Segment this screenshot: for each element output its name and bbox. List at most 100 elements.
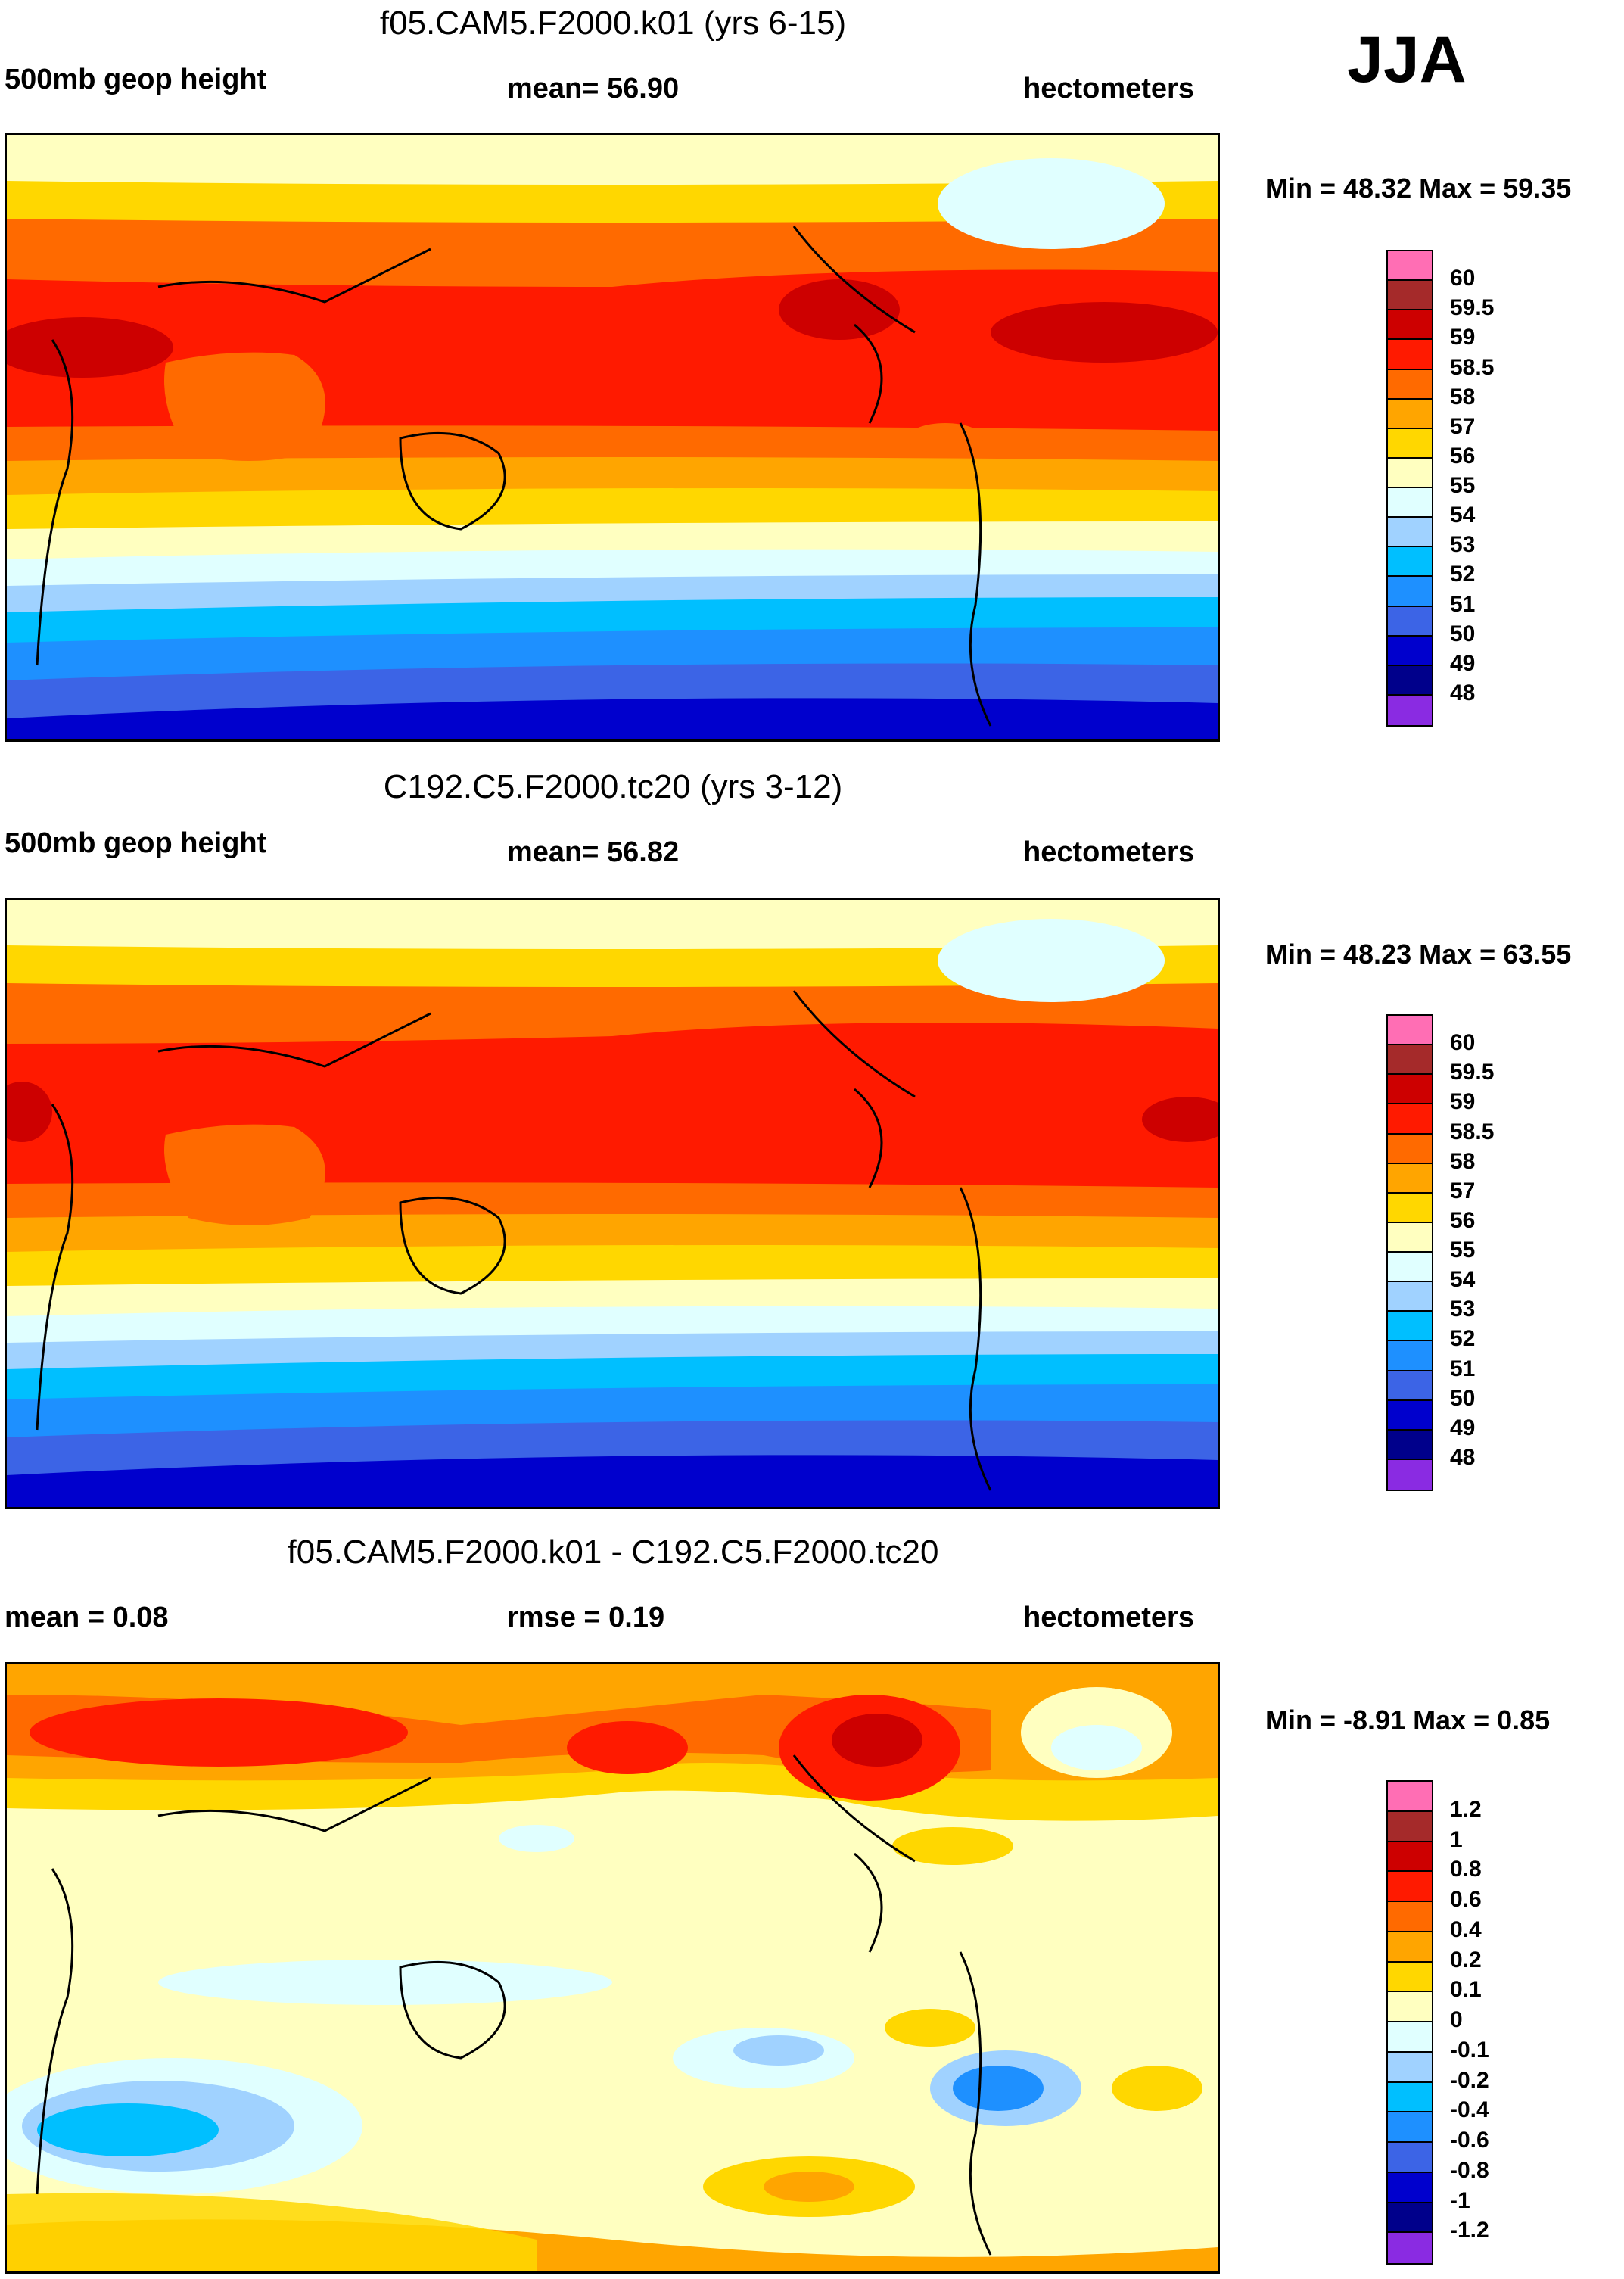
panel-1-colorbar <box>1386 250 1433 727</box>
colorbar-swatch <box>1388 1459 1432 1490</box>
colorbar-swatch <box>1388 1075 1432 1105</box>
colorbar-label: 53 <box>1450 1297 1476 1322</box>
colorbar-swatch <box>1388 695 1432 725</box>
colorbar-swatch <box>1388 1312 1432 1342</box>
colorbar-swatch <box>1388 1902 1432 1932</box>
colorbar-label: -0.1 <box>1450 2037 1489 2063</box>
colorbar-swatch <box>1388 1163 1432 1194</box>
colorbar-label: 60 <box>1450 1030 1476 1056</box>
colorbar-swatch <box>1388 1430 1432 1460</box>
colorbar-swatch <box>1388 1104 1432 1135</box>
colorbar-label: 0.8 <box>1450 1857 1482 1882</box>
colorbar-label: 48 <box>1450 680 1476 705</box>
panel-1-map <box>5 133 1220 742</box>
colorbar-label: 48 <box>1450 1444 1476 1470</box>
colorbar-label: 59 <box>1450 325 1476 350</box>
colorbar-swatch <box>1388 1962 1432 1993</box>
colorbar-label: 55 <box>1450 473 1476 498</box>
colorbar-swatch <box>1388 369 1432 400</box>
colorbar-label: -1.2 <box>1450 2218 1489 2243</box>
panel-2-variable-label: 500mb geop height <box>5 827 267 859</box>
colorbar-label: 50 <box>1450 1385 1476 1411</box>
panel-3-rmse-label: rmse = 0.19 <box>507 1602 665 1633</box>
colorbar-swatch <box>1388 1842 1432 1873</box>
colorbar-swatch <box>1388 251 1432 282</box>
colorbar-swatch <box>1388 2052 1432 2083</box>
colorbar-label: 59 <box>1450 1089 1476 1115</box>
colorbar-label: 59.5 <box>1450 295 1495 321</box>
colorbar-label: 0 <box>1450 2007 1463 2032</box>
panel-2-map <box>5 898 1220 1509</box>
colorbar-label: 51 <box>1450 591 1476 617</box>
colorbar-label: -0.4 <box>1450 2097 1489 2123</box>
colorbar-label: 54 <box>1450 1267 1476 1293</box>
panel-3-mean-label: mean = 0.08 <box>5 1602 169 1633</box>
colorbar-swatch <box>1388 1253 1432 1283</box>
panel-3-title: f05.CAM5.F2000.k01 - C192.C5.F2000.tc20 <box>287 1533 939 1571</box>
colorbar-label: 53 <box>1450 532 1476 558</box>
colorbar-label: 56 <box>1450 1207 1476 1233</box>
colorbar-swatch <box>1388 1400 1432 1431</box>
colorbar-swatch <box>1388 1222 1432 1253</box>
colorbar-swatch <box>1388 665 1432 696</box>
colorbar-label: -0.8 <box>1450 2157 1489 2183</box>
colorbar-swatch <box>1388 340 1432 370</box>
colorbar-swatch <box>1388 1932 1432 1963</box>
colorbar-swatch <box>1388 1016 1432 1046</box>
colorbar-swatch <box>1388 310 1432 341</box>
panel-2-title: C192.C5.F2000.tc20 (yrs 3-12) <box>383 768 843 805</box>
season-label: JJA <box>1347 23 1467 96</box>
colorbar-swatch <box>1388 1341 1432 1371</box>
colorbar-swatch <box>1388 488 1432 518</box>
colorbar-label: 58 <box>1450 1148 1476 1174</box>
panel-3-minmax: Min = -8.91 Max = 0.85 <box>1265 1705 1551 1736</box>
colorbar-label: 1 <box>1450 1826 1463 1852</box>
panel-3-colorbar <box>1386 1780 1433 2265</box>
colorbar-label: -0.6 <box>1450 2128 1489 2153</box>
colorbar-swatch <box>1388 2112 1432 2143</box>
panel-2-colorbar <box>1386 1014 1433 1491</box>
colorbar-label: 57 <box>1450 1178 1476 1203</box>
colorbar-swatch <box>1388 1045 1432 1076</box>
colorbar-swatch <box>1388 1371 1432 1401</box>
colorbar-label: 52 <box>1450 562 1476 587</box>
panel-1-units-label: hectometers <box>1023 73 1194 104</box>
colorbar-swatch <box>1388 636 1432 666</box>
colorbar-label: 60 <box>1450 266 1476 291</box>
colorbar-label: 55 <box>1450 1238 1476 1262</box>
colorbar-label: 0.1 <box>1450 1977 1482 2003</box>
colorbar-label: 58 <box>1450 384 1476 409</box>
colorbar-label: 58.5 <box>1450 354 1495 380</box>
colorbar-label: 0.6 <box>1450 1887 1482 1912</box>
colorbar-swatch <box>1388 2022 1432 2053</box>
colorbar-swatch <box>1388 2172 1432 2203</box>
colorbar-swatch <box>1388 577 1432 607</box>
colorbar-swatch <box>1388 1193 1432 1223</box>
colorbar-label: 54 <box>1450 503 1476 528</box>
panel-3-units-label: hectometers <box>1023 1602 1194 1633</box>
panel-1-minmax: Min = 48.32 Max = 59.35 <box>1265 173 1572 204</box>
colorbar-label: -0.2 <box>1450 2067 1489 2093</box>
colorbar-label: 52 <box>1450 1326 1476 1352</box>
colorbar-swatch <box>1388 2143 1432 2173</box>
panel-1-mean-label: mean= 56.90 <box>507 73 680 104</box>
panel-2-minmax: Min = 48.23 Max = 63.55 <box>1265 939 1572 970</box>
colorbar-label: 0.2 <box>1450 1947 1482 1972</box>
colorbar-swatch <box>1388 518 1432 548</box>
colorbar-label: 50 <box>1450 621 1476 646</box>
colorbar-label: 49 <box>1450 650 1476 676</box>
colorbar-label: -1 <box>1450 2187 1470 2213</box>
colorbar-swatch <box>1388 1811 1432 1842</box>
panel-2-mean-label: mean= 56.82 <box>507 836 680 868</box>
colorbar-label: 58.5 <box>1450 1119 1495 1144</box>
colorbar-swatch <box>1388 1872 1432 1902</box>
colorbar-swatch <box>1388 458 1432 488</box>
colorbar-label: 1.2 <box>1450 1796 1482 1822</box>
colorbar-label: 57 <box>1450 413 1476 439</box>
colorbar-label: 0.4 <box>1450 1916 1482 1942</box>
colorbar-swatch <box>1388 2082 1432 2113</box>
colorbar-swatch <box>1388 606 1432 637</box>
colorbar-swatch <box>1388 428 1432 459</box>
colorbar-swatch <box>1388 399 1432 429</box>
colorbar-swatch <box>1388 2233 1432 2263</box>
